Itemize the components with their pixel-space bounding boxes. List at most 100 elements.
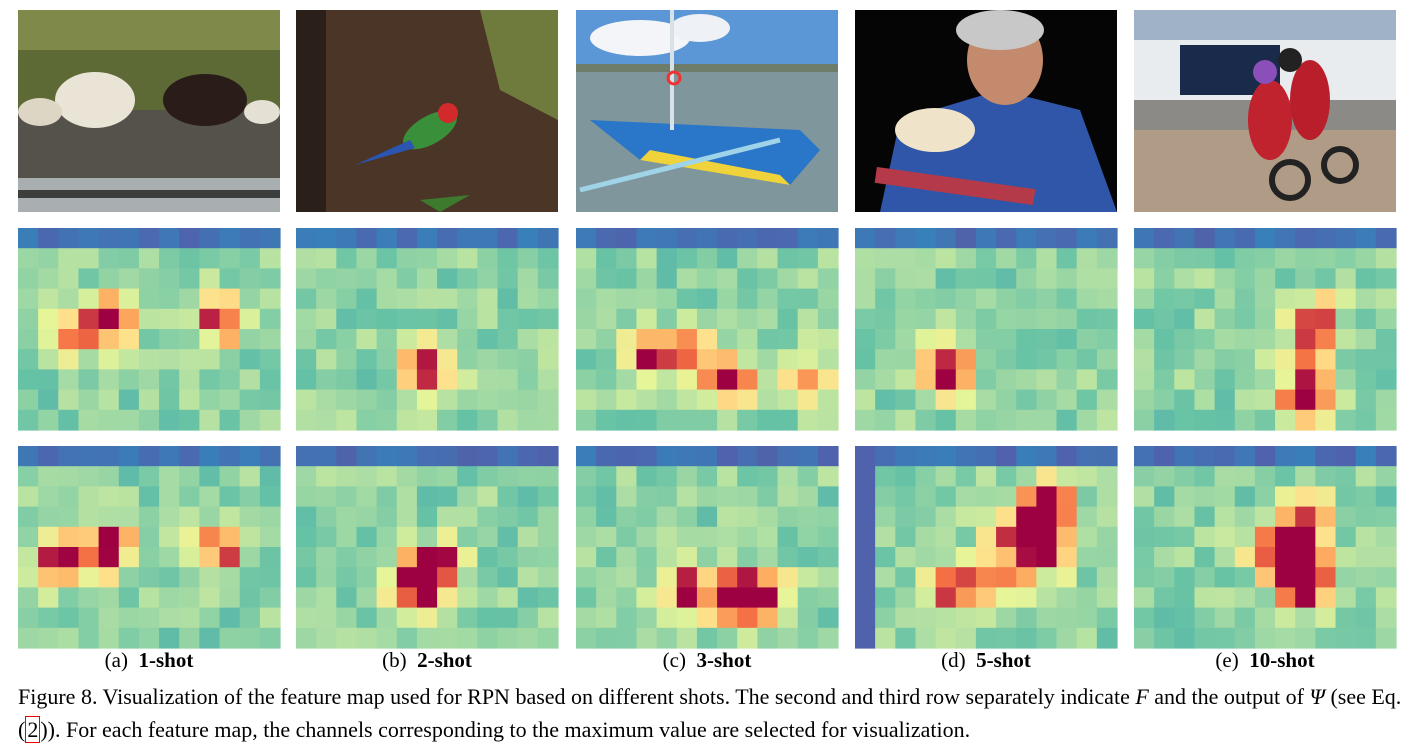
heat-cell — [636, 308, 658, 330]
heat-cell — [1275, 329, 1296, 350]
heat-cell — [1174, 567, 1196, 588]
heat-cell — [457, 627, 478, 649]
heat-cell — [817, 627, 839, 649]
heat-cell — [356, 369, 378, 391]
heat-cell — [376, 248, 398, 269]
heat-cell — [78, 587, 100, 609]
heat-cell — [296, 228, 317, 249]
heat-cell — [259, 248, 281, 269]
heat-cell — [219, 409, 241, 431]
heat-cell — [98, 486, 120, 508]
heat-cell — [935, 526, 957, 548]
heat-cell — [219, 587, 241, 609]
heat-cell — [259, 446, 281, 467]
heat-cell — [296, 587, 317, 609]
heat-cell — [817, 607, 839, 629]
heat-cell — [1355, 308, 1377, 330]
heat-cell — [78, 349, 100, 370]
heat-cell — [396, 506, 418, 528]
heat-cell — [1375, 526, 1397, 548]
heat-cell — [1375, 506, 1397, 528]
heat-cell — [239, 627, 261, 649]
heat-cell — [1254, 389, 1276, 411]
heat-cell — [1214, 288, 1236, 310]
heat-cell — [1355, 369, 1377, 391]
heat-cell — [737, 627, 758, 649]
heat-cell — [875, 268, 896, 290]
heat-cell — [676, 587, 698, 609]
heat-cell — [1076, 349, 1098, 370]
heat-cell — [78, 526, 100, 548]
heat-cell — [219, 466, 241, 487]
heat-cell — [118, 506, 140, 528]
heat-cell — [159, 228, 180, 249]
heat-cell — [1375, 308, 1397, 330]
heat-cell — [437, 349, 458, 370]
heat-cell — [955, 268, 977, 290]
heat-cell — [1076, 567, 1098, 588]
heat-cell — [975, 389, 997, 411]
heat-cell — [757, 369, 779, 391]
heat-cell — [636, 506, 658, 528]
heat-cell — [58, 567, 80, 588]
heat-cell — [576, 466, 597, 487]
sub-label: (b) — [382, 648, 407, 672]
heat-cell — [477, 607, 499, 629]
heat-cell — [676, 466, 698, 487]
heat-cell — [118, 547, 140, 568]
heat-cell — [118, 409, 140, 431]
heat-cell — [797, 587, 819, 609]
heat-cell — [416, 466, 438, 487]
heat-cell — [777, 228, 799, 249]
heat-cell — [955, 248, 977, 269]
heat-cell — [58, 268, 80, 290]
heat-cell — [396, 526, 418, 548]
heat-cell — [1016, 409, 1037, 431]
heat-cell — [18, 506, 39, 528]
heat-cell — [58, 329, 80, 350]
heat-cell — [576, 486, 597, 508]
heat-cell — [38, 369, 59, 391]
heat-cell — [855, 526, 876, 548]
heat-cell — [199, 567, 221, 588]
heat-cell — [1194, 506, 1216, 528]
heat-cell — [138, 228, 160, 249]
heat-cell — [1234, 248, 1256, 269]
heat-cell — [259, 329, 281, 350]
heat-cell — [797, 607, 819, 629]
heat-cell — [616, 466, 638, 487]
heat-cell — [38, 627, 59, 649]
heat-cell — [616, 446, 638, 467]
heat-cell — [855, 329, 876, 350]
heat-cell — [1194, 526, 1216, 548]
heat-cell — [576, 627, 597, 649]
heat-cell — [497, 349, 519, 370]
heat-cell — [717, 486, 738, 508]
heat-cell — [935, 506, 957, 528]
heat-cell — [757, 486, 779, 508]
heat-cell — [777, 486, 799, 508]
heat-cell — [717, 248, 738, 269]
heat-cell — [38, 349, 59, 370]
heat-cell — [797, 308, 819, 330]
heat-cell — [517, 389, 539, 411]
heat-cell — [797, 409, 819, 431]
heat-cell — [975, 369, 997, 391]
heat-cell — [996, 409, 1017, 431]
heat-cell — [517, 506, 539, 528]
heat-cell — [457, 567, 478, 588]
heat-cell — [696, 587, 718, 609]
heat-cell — [1295, 627, 1316, 649]
heat-cell — [797, 466, 819, 487]
heat-cell — [717, 526, 738, 548]
heat-cell — [1174, 349, 1196, 370]
heat-cell — [98, 389, 120, 411]
heat-cell — [396, 329, 418, 350]
heat-cell — [1335, 607, 1357, 629]
heat-cell — [219, 506, 241, 528]
heat-cell — [975, 486, 997, 508]
heat-cell — [797, 567, 819, 588]
heat-cell — [817, 349, 839, 370]
heat-cell — [1096, 466, 1118, 487]
heat-cell — [797, 389, 819, 411]
